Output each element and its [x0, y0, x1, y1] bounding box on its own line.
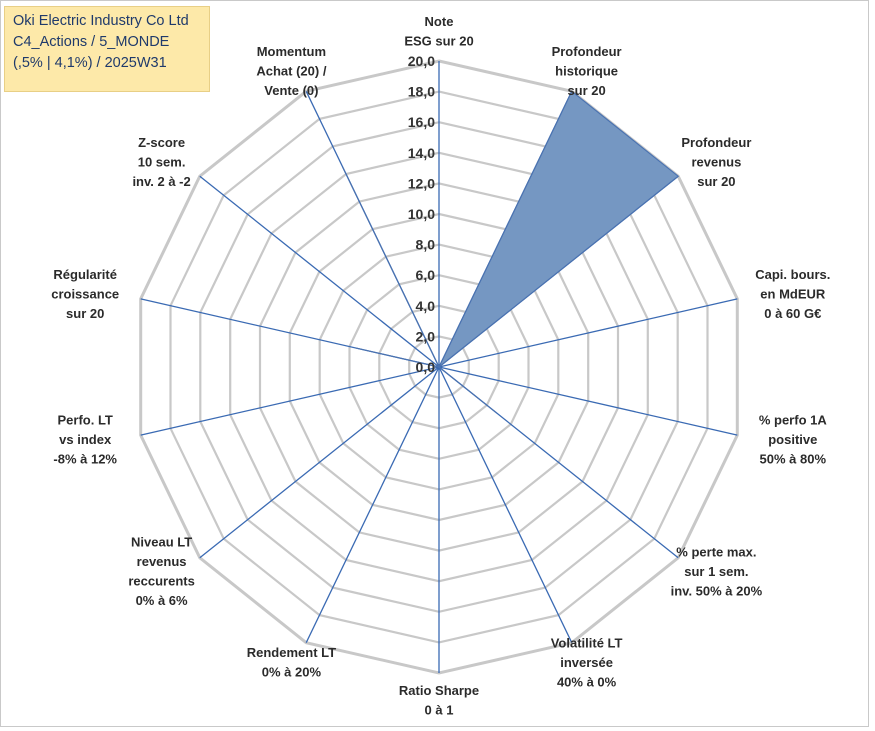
axis-label-line: 0 à 60 G€ [764, 306, 821, 321]
tick-label: 16,0 [408, 114, 435, 130]
axis-label: Niveau LT revenus reccurents 0% à 6% [128, 535, 194, 609]
axis-label-line: revenus [691, 155, 741, 170]
axis-label-line: Capi. bours. [755, 267, 830, 282]
axis-label-line: Perfo. LT [58, 413, 113, 428]
axis-spoke [305, 366, 440, 643]
title-period: (,5% | 4,1%) / 2025W31 [13, 55, 167, 71]
axis-label-line: 10 sem. [138, 155, 186, 170]
title-portfolio: C4_Actions / 5_MONDE [13, 34, 170, 50]
axis-label: Profondeur revenus sur 20 [681, 135, 751, 189]
axis-label: Volatilité LT inversée 40% à 0% [551, 635, 623, 689]
axis-label: Régularité croissance sur 20 [51, 267, 119, 321]
axis-label-line: 0% à 6% [136, 593, 188, 608]
axis-label: Z-score 10 sem. inv. 2 à -2 [132, 135, 190, 189]
axis-label-line: Vente (0) [264, 83, 318, 98]
tick-label: 8,0 [416, 237, 436, 253]
axis-label-line: ESG sur 20 [404, 34, 473, 49]
axis-label-line: positive [768, 432, 817, 447]
axis-label: Ratio Sharpe 0 à 1 [399, 683, 479, 718]
axis-label-line: historique [555, 64, 618, 79]
axis-label: % perfo 1A positive 50% à 80% [759, 413, 828, 467]
axis-label-line: Ratio Sharpe [399, 683, 479, 698]
axis-label-line: Profondeur [552, 44, 622, 59]
data-area [342, 90, 680, 414]
axis-label-line: Note [425, 14, 454, 29]
axis-label-line: Momentum [257, 44, 326, 59]
tick-label: 4,0 [416, 298, 436, 314]
axis-spoke [199, 366, 440, 559]
axis-label-line: en MdEUR [760, 286, 826, 301]
axis-label-line: reccurents [128, 574, 194, 589]
tick-label: 10,0 [408, 206, 435, 222]
axis-label: % perte max. sur 1 sem. inv. 50% à 20% [671, 544, 763, 598]
axis-label-line: Profondeur [681, 135, 751, 150]
axis-label: Capi. bours. en MdEUR 0 à 60 G€ [755, 267, 830, 321]
axis-label-line: sur 20 [66, 306, 104, 321]
axis-label: Momentum Achat (20) / Vente (0) [256, 44, 326, 98]
axis-label-line: 50% à 80% [760, 452, 827, 467]
axis-spoke [199, 175, 440, 368]
axis-label: Profondeur historique sur 20 [552, 44, 622, 98]
title-box: Oki Electric Industry Co Ltd C4_Actions … [4, 6, 210, 92]
axis-label-line: sur 20 [567, 83, 605, 98]
tick-label: 2,0 [416, 328, 436, 344]
axis-label-line: Volatilité LT [551, 635, 623, 650]
axis-label-line: Achat (20) / [256, 64, 326, 79]
axis-label-line: sur 20 [697, 174, 735, 189]
axis-label-line: 40% à 0% [557, 674, 617, 689]
axis-label-line: 0 à 1 [425, 703, 454, 718]
axis-label-line: Niveau LT [131, 535, 192, 550]
axis-label-line: croissance [51, 286, 119, 301]
tick-label: 14,0 [408, 145, 435, 161]
axis-label-line: Rendement LT [247, 645, 336, 660]
axis-spoke [438, 366, 738, 436]
axis-label: Perfo. LT vs index -8% à 12% [53, 413, 117, 467]
tick-label: 12,0 [408, 175, 435, 191]
axis-label-line: revenus [137, 554, 187, 569]
title-company: Oki Electric Industry Co Ltd [13, 13, 189, 29]
tick-label: 0,0 [416, 359, 436, 375]
axis-label-line: vs index [59, 432, 112, 447]
axis-label-line: 0% à 20% [262, 665, 322, 680]
axis-label-line: sur 1 sem. [684, 564, 748, 579]
axis-label-line: inv. 2 à -2 [132, 174, 190, 189]
axis-label: Rendement LT 0% à 20% [247, 645, 336, 680]
axis-spoke [438, 298, 738, 368]
tick-label: 20,0 [408, 53, 435, 69]
axis-label-line: inversée [560, 655, 613, 670]
tick-label: 18,0 [408, 84, 435, 100]
axis-label-line: -8% à 12% [53, 452, 117, 467]
axis-label-line: Z-score [138, 135, 185, 150]
axis-label-line: % perfo 1A [759, 413, 828, 428]
axis-spoke [438, 366, 573, 643]
axis-label-line: Régularité [53, 267, 117, 282]
axis-label: Note ESG sur 20 [404, 14, 473, 49]
axis-label-line: % perte max. [676, 544, 756, 559]
axis-spoke [140, 366, 440, 436]
axis-label-line: inv. 50% à 20% [671, 583, 763, 598]
tick-label: 6,0 [416, 267, 436, 283]
